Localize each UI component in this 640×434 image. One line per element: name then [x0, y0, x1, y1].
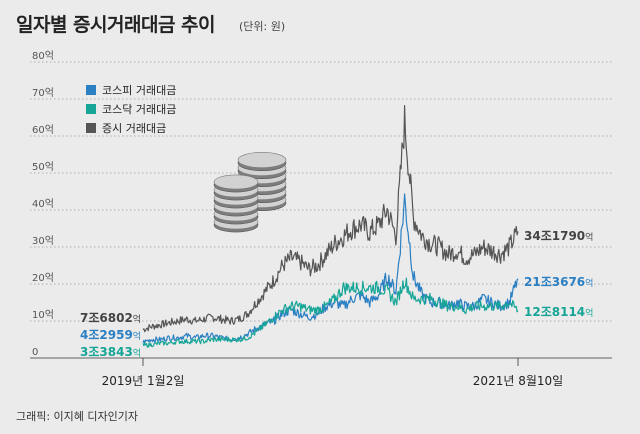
- start-value-label: 3조3843억: [80, 345, 141, 359]
- legend-label-kosdaq: 코스닥 거래대금: [102, 103, 177, 116]
- end-value-label: 12조8114억: [524, 305, 593, 319]
- y-tick-label: 60억: [32, 124, 54, 136]
- start-value-label: 4조2959억: [80, 328, 141, 342]
- end-value-label: 34조1790억: [524, 229, 593, 243]
- y-tick-label: 10억: [32, 309, 54, 321]
- y-tick-label: 80억: [32, 50, 54, 62]
- y-tick-label: 20억: [32, 272, 54, 284]
- legend-swatch-total: [86, 123, 96, 133]
- coin-face: [213, 174, 259, 190]
- y-tick-label: 0: [32, 347, 38, 358]
- legend-swatch-kospi: [86, 85, 96, 95]
- end-value-label: 21조3676억: [524, 275, 593, 289]
- start-value-label: 7조6802억: [80, 311, 141, 325]
- y-tick-label: 70억: [32, 87, 54, 99]
- coins-illustration: [213, 152, 287, 233]
- legend-swatch-kosdaq: [86, 104, 96, 114]
- y-tick-label: 30억: [32, 235, 54, 247]
- x-label-end: 2021년 8월10일: [473, 374, 563, 388]
- series-line-0: [142, 104, 519, 333]
- y-tick-label: 40억: [32, 198, 54, 210]
- legend-label-kospi: 코스피 거래대금: [102, 84, 177, 97]
- legend-item-kosdaq: 코스닥 거래대금: [86, 101, 206, 117]
- x-label-start: 2019년 1월2일: [102, 374, 185, 388]
- legend-item-total: 증시 거래대금: [86, 120, 206, 136]
- series-line-2: [142, 277, 519, 348]
- legend-item-kospi: 코스피 거래대금: [86, 82, 206, 98]
- coin-face: [237, 152, 287, 168]
- chart-title: 일자별 증시거래대금 추이: [16, 14, 216, 36]
- y-tick-label: 50억: [32, 161, 54, 173]
- legend-label-total: 증시 거래대금: [102, 122, 167, 135]
- unit-label: (단위: 원): [239, 20, 286, 33]
- credit-text: 그래픽: 이지혜 디자인기자: [16, 410, 139, 423]
